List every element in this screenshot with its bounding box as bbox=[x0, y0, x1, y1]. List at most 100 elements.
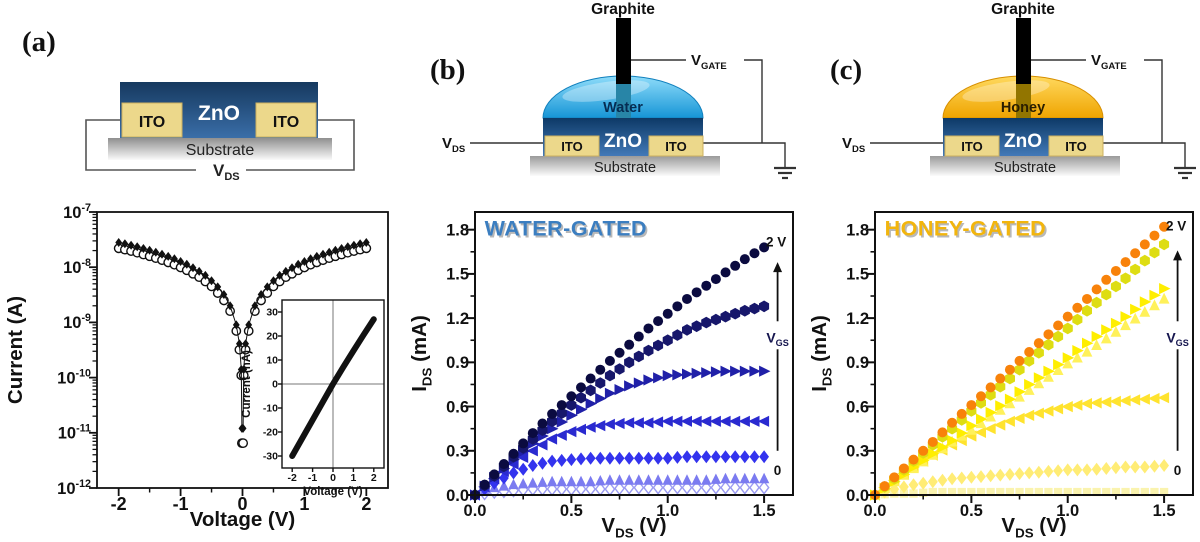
marker-tri-left bbox=[974, 426, 986, 438]
marker-tri-right bbox=[1004, 393, 1017, 405]
marker-square bbox=[996, 487, 1005, 497]
marker-square bbox=[1034, 487, 1043, 497]
marker-diamond bbox=[1024, 466, 1035, 480]
marker-hexagon bbox=[995, 380, 1006, 393]
ito-label-left: ITO bbox=[139, 114, 165, 131]
marker-circle bbox=[739, 254, 750, 265]
marker-tri-left bbox=[680, 415, 692, 427]
marker-tri-up bbox=[1149, 299, 1160, 311]
marker-hexagon bbox=[1062, 322, 1073, 335]
marker-diamond bbox=[1062, 463, 1073, 477]
marker-circle bbox=[1091, 284, 1102, 295]
marker-tri-right bbox=[1120, 311, 1132, 323]
marker-diamond-open bbox=[720, 480, 731, 495]
substrate-label: Substrate bbox=[594, 160, 656, 176]
marker-circle bbox=[643, 323, 654, 334]
marker-tri-left bbox=[1061, 401, 1073, 413]
chart-a-main: -2 -1 0 1 210-710-810-910-1010-1110-12Voltag… bbox=[4, 202, 389, 531]
marker-hexagon bbox=[556, 407, 567, 419]
marker-circle bbox=[995, 373, 1006, 384]
marker-tri-right bbox=[662, 370, 675, 382]
y-tick-label: 1.5 bbox=[846, 266, 869, 284]
marker-diamond bbox=[1101, 462, 1112, 475]
chart-b: 0.0 0.5 1.0 1.5 0.0 0.3 0.6 0.9 1.2 1.5 1.8 VDS (V)… bbox=[410, 211, 794, 540]
marker-square bbox=[899, 489, 909, 498]
marker-tri-right bbox=[633, 377, 646, 389]
marker-tri-left bbox=[1042, 405, 1054, 417]
marker-diamond bbox=[691, 450, 702, 464]
substrate-layer bbox=[930, 156, 1120, 176]
marker-circle bbox=[1043, 329, 1054, 340]
marker-tri-right bbox=[576, 403, 588, 416]
marker-diamond bbox=[338, 244, 345, 253]
marker-circle bbox=[672, 301, 683, 312]
marker-tri-up bbox=[595, 475, 606, 486]
panel-tag-a: (a) bbox=[22, 26, 56, 58]
marker-circle bbox=[1033, 338, 1044, 349]
marker-tri-left bbox=[709, 415, 721, 427]
marker-tri-right bbox=[682, 368, 694, 380]
marker-diamond bbox=[1130, 460, 1141, 474]
marker-diamond bbox=[624, 451, 635, 465]
marker-tri-up bbox=[575, 475, 587, 487]
vgate-label: VGATE bbox=[1091, 52, 1127, 72]
marker-diamond bbox=[1149, 459, 1160, 473]
marker-tri-left bbox=[642, 417, 654, 429]
marker-tri-right bbox=[1110, 317, 1123, 329]
y-tick-label: 10-7 bbox=[63, 202, 91, 222]
marker-diamond bbox=[164, 251, 172, 261]
marker-diamond bbox=[263, 282, 271, 292]
marker-tri-right bbox=[720, 365, 732, 377]
marker-circle bbox=[1053, 320, 1064, 331]
marker-diamond bbox=[605, 451, 615, 465]
x-tick-label: 0.5 bbox=[560, 502, 583, 520]
marker-hexagon bbox=[633, 350, 644, 363]
marker-diamond bbox=[749, 450, 760, 464]
marker-diamond bbox=[518, 462, 529, 476]
marker-hexagon bbox=[1014, 363, 1025, 376]
marker-circle bbox=[508, 448, 519, 459]
marker-tri-right bbox=[1091, 330, 1104, 343]
marker-tri-up bbox=[518, 478, 529, 489]
chart-c: 0.0 0.5 1.0 1.5 0.0 0.3 0.6 0.9 1.2 1.5 1.8 VDS (V)… bbox=[810, 211, 1194, 540]
marker-circle bbox=[566, 391, 577, 402]
marker-hexagon bbox=[1033, 346, 1044, 359]
marker-tri-left bbox=[757, 415, 770, 427]
marker-tri-up bbox=[624, 474, 635, 485]
marker-square bbox=[1044, 487, 1053, 497]
marker-circle bbox=[653, 316, 664, 327]
marker-diamond bbox=[236, 339, 243, 349]
marker-tri-right bbox=[947, 434, 959, 447]
marker-circle bbox=[956, 408, 967, 419]
marker-diamond bbox=[730, 450, 741, 464]
marker-tri-left bbox=[748, 415, 760, 427]
marker-diamond bbox=[1005, 467, 1015, 481]
ground-symbol bbox=[1174, 166, 1196, 180]
marker-tri-up bbox=[1052, 364, 1064, 375]
zno-label: ZnO bbox=[604, 131, 642, 152]
marker-diamond bbox=[1091, 462, 1102, 476]
marker-circle bbox=[1120, 257, 1131, 268]
marker-tri-up bbox=[1120, 319, 1131, 331]
marker-diamond bbox=[1120, 460, 1131, 474]
marker-hexagon bbox=[1139, 254, 1150, 267]
marker-diamond bbox=[362, 238, 370, 247]
marker-diamond bbox=[566, 453, 577, 467]
y-tick-label: 0.9 bbox=[446, 354, 469, 372]
marker-tri-left bbox=[603, 418, 615, 430]
marker-circle bbox=[691, 287, 702, 298]
marker-tri-up bbox=[681, 474, 693, 485]
marker-circle bbox=[1149, 230, 1160, 241]
ito-label-left: ITO bbox=[561, 139, 582, 154]
y-tick-label: 0.6 bbox=[446, 398, 469, 416]
marker-diamond bbox=[537, 456, 548, 470]
y-tick-label: 0.0 bbox=[446, 487, 469, 505]
marker-diamond bbox=[307, 254, 314, 264]
marker-diamond bbox=[195, 266, 203, 276]
graphite-label: Graphite bbox=[991, 1, 1055, 18]
ground-symbol bbox=[774, 166, 796, 180]
marker-tri-up bbox=[508, 478, 519, 490]
marker-tri-right bbox=[995, 400, 1007, 412]
marker-circle bbox=[710, 274, 721, 285]
x-tick-label: -1 bbox=[308, 472, 317, 484]
